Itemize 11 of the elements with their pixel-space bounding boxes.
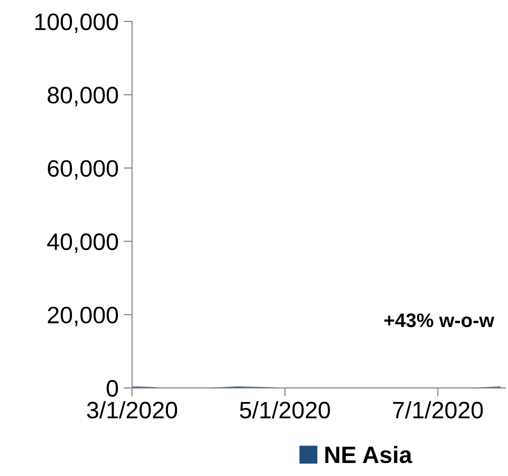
legend-label: NE Asia [325, 446, 412, 464]
x-tick-label: 3/1/2020 [87, 401, 178, 418]
annotation: +43% w-o-w [384, 313, 494, 328]
y-tick-label: 20,000 [48, 306, 118, 326]
x-tick-label: 5/1/2020 [240, 401, 330, 418]
y-tick-label: 0 [106, 380, 118, 397]
y-tick-label: 80,000 [48, 86, 118, 106]
x-tick-label: 7/1/2020 [393, 401, 483, 418]
y-tick-label: 100,000 [35, 13, 118, 33]
y-tick-label: 40,000 [47, 233, 118, 253]
y-tick-label: 60,000 [48, 160, 118, 180]
